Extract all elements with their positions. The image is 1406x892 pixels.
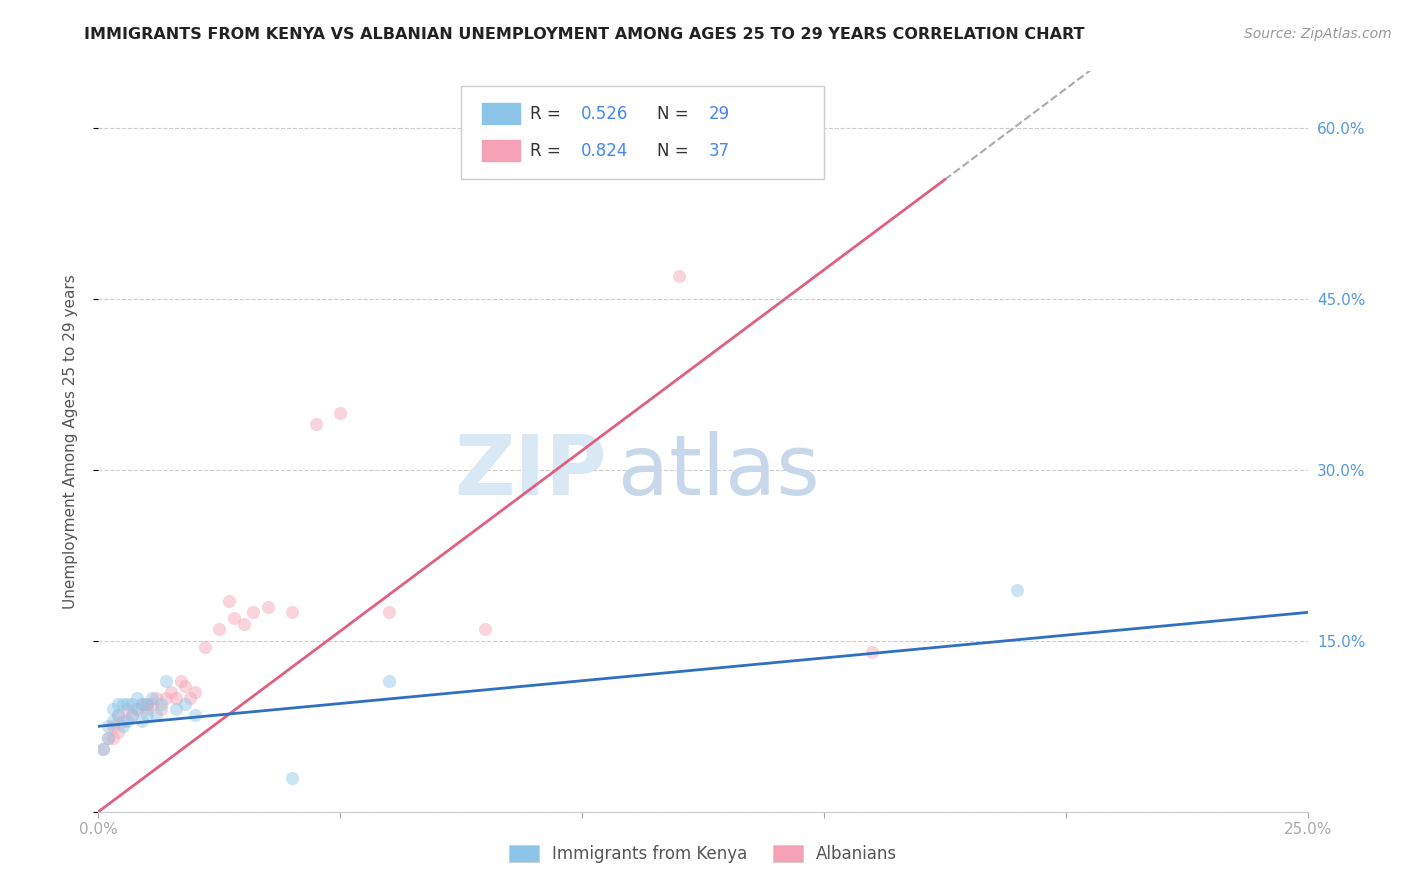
Point xyxy=(194,640,217,654)
Point xyxy=(97,731,120,745)
Text: ZIP: ZIP xyxy=(454,431,606,512)
Point xyxy=(218,594,240,608)
Point xyxy=(107,707,129,722)
Point xyxy=(281,771,304,785)
Point xyxy=(668,269,690,284)
Point xyxy=(101,702,124,716)
Text: 0.824: 0.824 xyxy=(581,142,628,160)
Legend: Immigrants from Kenya, Albanians: Immigrants from Kenya, Albanians xyxy=(502,838,904,870)
Point xyxy=(135,697,157,711)
Point xyxy=(117,702,139,716)
Point xyxy=(117,697,139,711)
Text: IMMIGRANTS FROM KENYA VS ALBANIAN UNEMPLOYMENT AMONG AGES 25 TO 29 YEARS CORRELA: IMMIGRANTS FROM KENYA VS ALBANIAN UNEMPL… xyxy=(84,27,1085,42)
Point xyxy=(160,685,183,699)
Point xyxy=(131,697,153,711)
Point xyxy=(329,406,352,420)
Point xyxy=(155,673,177,688)
Point xyxy=(141,697,163,711)
Text: atlas: atlas xyxy=(619,431,820,512)
Y-axis label: Unemployment Among Ages 25 to 29 years: Unemployment Among Ages 25 to 29 years xyxy=(63,274,77,609)
Point xyxy=(860,645,883,659)
Point xyxy=(107,697,129,711)
Text: R =: R = xyxy=(530,104,567,122)
Point xyxy=(127,702,149,716)
Point xyxy=(117,714,139,728)
Point xyxy=(155,690,177,705)
Point xyxy=(184,685,207,699)
Point xyxy=(107,725,129,739)
Point xyxy=(174,697,197,711)
Point xyxy=(179,690,201,705)
Point xyxy=(101,731,124,745)
Point xyxy=(305,417,328,432)
FancyBboxPatch shape xyxy=(482,140,520,161)
Point xyxy=(208,623,231,637)
Point xyxy=(174,680,197,694)
Point xyxy=(169,673,191,688)
Point xyxy=(135,697,157,711)
FancyBboxPatch shape xyxy=(482,103,520,124)
Point xyxy=(97,719,120,733)
Point xyxy=(107,707,129,722)
Point xyxy=(256,599,278,614)
Point xyxy=(101,719,124,733)
Point xyxy=(281,606,304,620)
Point xyxy=(127,690,149,705)
Point xyxy=(474,623,496,637)
Point xyxy=(222,611,245,625)
Point xyxy=(1007,582,1029,597)
Point xyxy=(165,690,187,705)
Text: N =: N = xyxy=(657,142,695,160)
Text: 29: 29 xyxy=(709,104,730,122)
Point xyxy=(111,719,134,733)
Point xyxy=(377,606,399,620)
Text: Source: ZipAtlas.com: Source: ZipAtlas.com xyxy=(1244,27,1392,41)
Point xyxy=(242,606,264,620)
Point xyxy=(135,707,157,722)
Point xyxy=(127,702,149,716)
Point xyxy=(121,697,143,711)
Text: 0.526: 0.526 xyxy=(581,104,628,122)
Point xyxy=(184,707,207,722)
Text: N =: N = xyxy=(657,104,695,122)
Point xyxy=(111,714,134,728)
Point xyxy=(165,702,187,716)
FancyBboxPatch shape xyxy=(461,87,824,178)
Point xyxy=(150,702,173,716)
Point xyxy=(145,690,167,705)
Point xyxy=(377,673,399,688)
Point xyxy=(121,707,143,722)
Point xyxy=(97,731,120,745)
Text: R =: R = xyxy=(530,142,567,160)
Point xyxy=(150,697,173,711)
Point xyxy=(111,697,134,711)
Point xyxy=(91,742,114,756)
Point xyxy=(135,702,157,716)
Point xyxy=(145,707,167,722)
Point xyxy=(101,714,124,728)
Point xyxy=(131,714,153,728)
Point xyxy=(232,616,254,631)
Point xyxy=(121,707,143,722)
Point xyxy=(131,697,153,711)
Point xyxy=(91,742,114,756)
Point xyxy=(141,690,163,705)
Text: 37: 37 xyxy=(709,142,730,160)
